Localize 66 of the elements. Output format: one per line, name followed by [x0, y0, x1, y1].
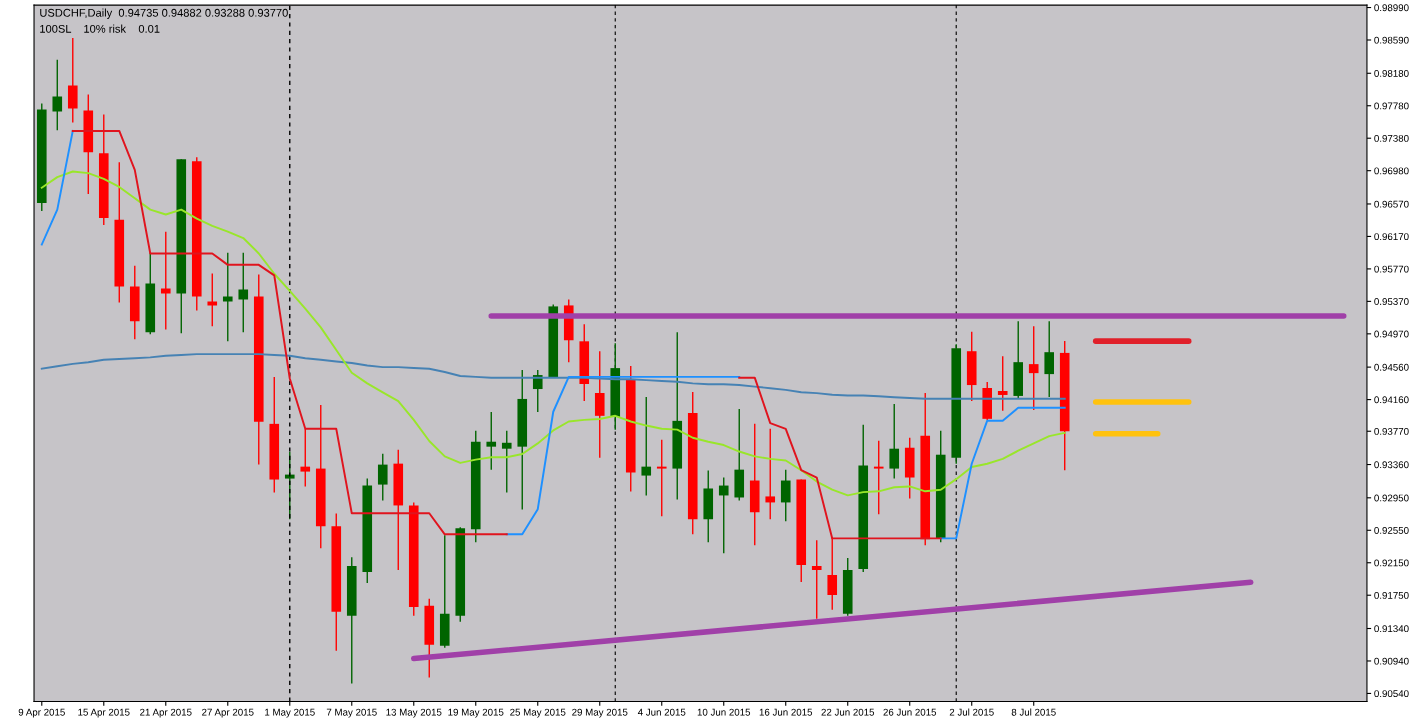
x-tick-label: 26 Jun 2015: [883, 708, 937, 716]
y-tick-label: 0.93770: [1374, 427, 1409, 435]
x-tick-label: 19 May 2015: [448, 708, 504, 718]
y-tick-label: 0.97380: [1374, 134, 1409, 142]
candlestick: [997, 355, 1008, 412]
line-series: [40, 353, 1066, 400]
x-tick-label: 22 Jun 2015: [821, 708, 875, 716]
x-tick-label: 8 Jul 2015: [1011, 708, 1056, 716]
x-tick-label: 21 Apr 2015: [140, 708, 192, 718]
y-tick-label: 0.93360: [1374, 461, 1409, 469]
y-tick-label: 0.94970: [1374, 330, 1409, 338]
y-tick-label: 0.94160: [1374, 396, 1409, 404]
candlestick: [52, 59, 63, 132]
y-tick-label: 0.91340: [1374, 625, 1409, 633]
y-tick-label: 0.91750: [1374, 591, 1409, 599]
y-tick-label: 0.98180: [1374, 70, 1409, 77]
candlestick: [1028, 325, 1039, 411]
y-tick-label: 0.98590: [1374, 36, 1409, 44]
x-tick-label: 16 Jun 2015: [759, 708, 813, 716]
x-tick-label: 13 May 2015: [386, 708, 442, 718]
y-tick-label: 0.90540: [1374, 690, 1409, 698]
y-tick-label: 0.95770: [1374, 265, 1409, 273]
x-tick-label: 9 Apr 2015: [18, 708, 65, 718]
x-tick-label: 2 Jul 2015: [949, 708, 994, 716]
candlestick: [594, 350, 605, 459]
candlestick: [501, 430, 512, 494]
candlestick: [238, 252, 249, 333]
candlestick: [284, 451, 295, 521]
candlestick: [889, 403, 900, 480]
chart-title: USDCHF,Daily 0.94735 0.94882 0.93288 0.93770: [40, 8, 288, 19]
line-series: [40, 170, 1066, 497]
y-tick-label: 0.92550: [1374, 527, 1409, 534]
candlestick: [718, 476, 729, 554]
y-tick-label: 0.96570: [1374, 200, 1409, 208]
candlestick: [873, 440, 884, 516]
candlestick: [765, 428, 776, 521]
candlestick: [780, 468, 791, 523]
x-tick-label: 29 May 2015: [572, 708, 628, 718]
y-tick-label: 0.95370: [1374, 298, 1409, 305]
x-tick-label: 25 May 2015: [510, 708, 566, 718]
x-tick-label: 15 Apr 2015: [78, 708, 130, 718]
candlestick: [377, 452, 388, 502]
candlestick: [1044, 320, 1055, 398]
x-tick-label: 10 Jun 2015: [697, 708, 751, 716]
y-tick-label: 0.94560: [1374, 363, 1409, 371]
candlestick: [532, 369, 543, 413]
candlestick: [207, 272, 218, 328]
x-tick-label: 1 May 2015: [265, 708, 315, 718]
x-tick-label: 27 Apr 2015: [202, 708, 254, 718]
candlestick: [486, 411, 497, 471]
candlestick: [656, 439, 667, 518]
y-tick-label: 0.96980: [1374, 167, 1409, 175]
candlestick: [641, 396, 652, 497]
y-tick-label: 0.92950: [1374, 494, 1409, 502]
y-tick-label: 0.96170: [1374, 233, 1409, 241]
y-tick-label: 0.98990: [1374, 4, 1409, 12]
x-tick-label: 4 Jun 2015: [637, 708, 686, 716]
x-tick-label: 7 May 2015: [326, 708, 377, 718]
y-tick-label: 0.92150: [1374, 559, 1409, 567]
annotation: 100SL 10% risk 0.01: [40, 24, 160, 33]
candlestick: [67, 37, 78, 124]
candlestick: [827, 536, 838, 611]
y-tick-label: 0.97780: [1374, 102, 1409, 110]
candlestick: [300, 428, 311, 488]
y-tick-label: 0.90940: [1374, 657, 1409, 665]
candlestick: [811, 539, 822, 620]
